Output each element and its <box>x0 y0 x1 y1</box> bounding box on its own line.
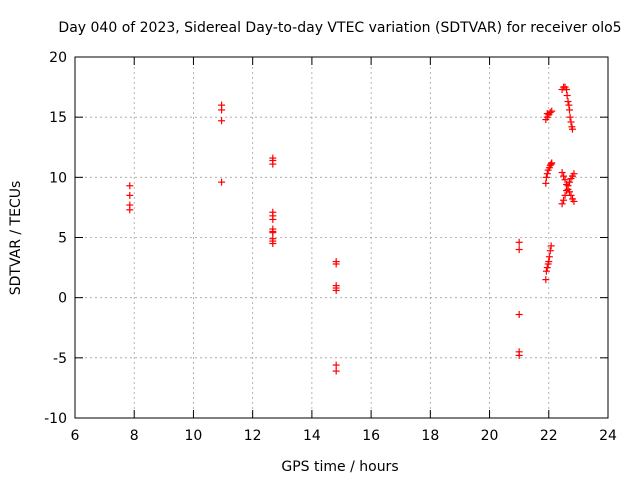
x-axis-label: GPS time / hours <box>281 459 398 475</box>
x-tick-label: 22 <box>540 428 558 444</box>
data-point <box>542 267 550 275</box>
data-point <box>566 106 574 114</box>
data-point <box>561 176 569 184</box>
x-tick-label: 10 <box>185 428 203 444</box>
data-point <box>126 191 134 199</box>
x-tick-label: 8 <box>130 428 139 444</box>
data-points <box>126 83 578 375</box>
data-point <box>547 242 555 250</box>
y-tick-label: -10 <box>44 411 67 427</box>
y-tick-label: 20 <box>49 50 67 66</box>
y-axis-label: SDTVAR / TECUs <box>8 181 24 296</box>
data-point <box>570 170 578 178</box>
data-point <box>548 159 556 167</box>
x-tick-label: 6 <box>71 428 80 444</box>
data-point <box>218 178 226 186</box>
data-point <box>542 173 550 181</box>
data-point <box>568 125 576 133</box>
data-point <box>218 117 226 125</box>
x-tick-label: 14 <box>303 428 321 444</box>
data-point <box>566 113 574 121</box>
data-point <box>561 191 569 199</box>
y-tick-label: 10 <box>49 170 67 186</box>
data-point <box>126 182 134 190</box>
data-point <box>567 191 575 199</box>
data-point <box>564 98 572 106</box>
data-point <box>269 229 277 237</box>
data-point <box>548 107 556 115</box>
data-point <box>542 179 550 187</box>
data-point <box>269 215 277 223</box>
data-point <box>546 108 554 116</box>
data-point <box>515 246 523 254</box>
data-point <box>543 110 551 118</box>
data-point <box>566 178 574 186</box>
x-tick-label: 18 <box>421 428 439 444</box>
data-point <box>515 351 523 359</box>
data-point <box>563 187 571 195</box>
data-point <box>546 247 554 255</box>
x-tick-label: 24 <box>599 428 617 444</box>
data-point <box>570 197 578 205</box>
x-tick-label: 16 <box>362 428 380 444</box>
data-point <box>564 182 572 190</box>
y-tick-labels: -10 -5 0 5 10 15 20 <box>44 50 67 427</box>
x-tick-labels: 6 8 10 12 14 16 18 20 22 24 <box>71 428 617 444</box>
data-point <box>545 253 553 261</box>
grid <box>75 57 608 418</box>
chart-title: Day 040 of 2023, Sidereal Day-to-day VTE… <box>58 20 621 36</box>
x-tick-label: 20 <box>481 428 499 444</box>
data-point <box>269 160 277 168</box>
data-point <box>126 206 134 214</box>
data-point <box>558 200 566 208</box>
y-tick-label: 0 <box>58 291 67 307</box>
data-point <box>269 240 277 248</box>
data-point <box>332 286 340 294</box>
data-point <box>566 188 574 196</box>
data-point <box>542 276 550 284</box>
data-point <box>558 169 566 177</box>
y-tick-label: 15 <box>49 110 67 126</box>
y-tick-label: -5 <box>53 351 67 367</box>
data-point <box>567 118 575 126</box>
data-point <box>218 106 226 114</box>
data-point <box>563 85 571 93</box>
data-point <box>563 92 571 100</box>
data-point <box>515 238 523 246</box>
data-point <box>560 172 568 180</box>
x-tick-label: 12 <box>244 428 262 444</box>
data-point <box>332 361 340 369</box>
data-point <box>543 264 551 272</box>
data-point <box>543 170 551 178</box>
data-point <box>560 196 568 204</box>
data-point <box>332 367 340 375</box>
data-point <box>515 311 523 319</box>
y-tick-label: 5 <box>58 231 67 247</box>
axis-ticks <box>74 56 609 419</box>
data-point <box>332 260 340 268</box>
